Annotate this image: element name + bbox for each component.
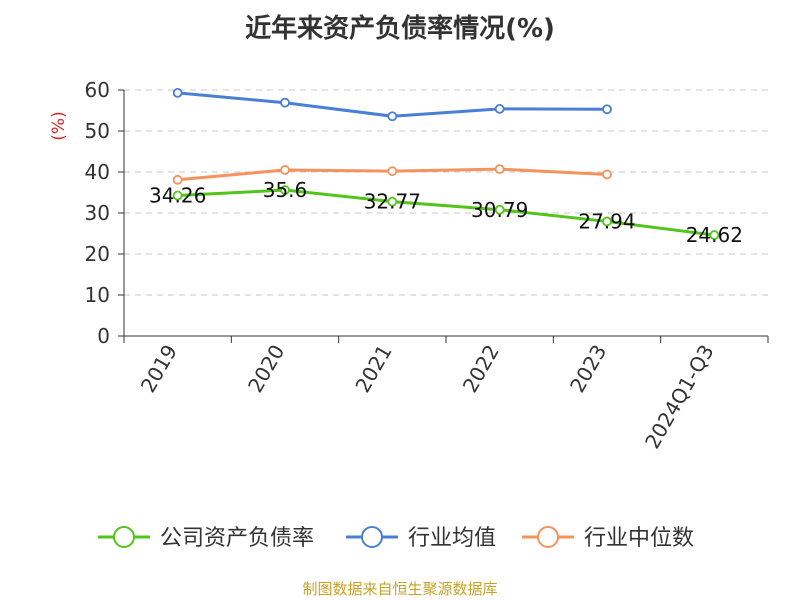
y-tick-label: 0 (97, 324, 110, 348)
series-line (177, 188, 715, 237)
x-tick-label: 2020 (243, 341, 289, 397)
y-tick-label: 20 (85, 242, 110, 266)
data-label: 35.6 (263, 178, 308, 202)
data-point (280, 97, 290, 108)
legend-label: 公司资产负债率 (160, 526, 314, 551)
data-label: 32.77 (364, 190, 421, 214)
axes: 0 10 20 30 40 50 60 2019 2020 2021 2022 2023 2024Q1-… (85, 78, 769, 453)
y-tick-label: 30 (85, 201, 110, 225)
x-tick-label: 2022 (458, 340, 504, 396)
legend: 公司资产负债率 行业均值 行业中位数 (98, 526, 694, 551)
x-tick-label: 2024Q1-Q3 (640, 341, 719, 453)
data-label: 27.94 (578, 209, 635, 233)
x-tick-label: 2023 (565, 341, 611, 397)
data-label: 24.62 (686, 223, 743, 247)
data-point (172, 190, 183, 201)
data-point (602, 104, 612, 115)
data-point (387, 166, 398, 177)
data-point (494, 204, 505, 215)
legend-label: 行业均值 (408, 526, 496, 551)
source-note: 制图数据来自恒生聚源数据库 (302, 580, 498, 598)
data-label: 34.26 (149, 184, 206, 208)
legend-label: 行业中位数 (584, 526, 694, 551)
data-labels: 34.26 35.6 32.77 30.79 27.94 24.62 (149, 178, 743, 247)
data-point (280, 165, 290, 175)
y-tick-label: 50 (85, 119, 110, 143)
x-tick-label: 2021 (350, 341, 396, 397)
data-point (602, 169, 612, 180)
data-point (387, 111, 398, 122)
legend-marker (537, 526, 559, 548)
x-tick-label: 2019 (136, 341, 182, 397)
legend-marker (113, 526, 135, 548)
y-tick-label: 40 (85, 160, 110, 184)
data-point (709, 230, 720, 240)
legend-marker (361, 526, 383, 548)
data-point (602, 216, 612, 227)
data-point (387, 196, 398, 207)
data-point (172, 174, 183, 185)
grid-lines (124, 89, 768, 296)
series (172, 87, 720, 240)
data-label: 30.79 (471, 198, 528, 222)
data-point (172, 87, 183, 98)
y-tick-label: 60 (85, 78, 110, 102)
y-axis-label: (%) (49, 111, 69, 140)
chart-title: 近年来资产负债率情况(%) (245, 14, 555, 44)
data-point (280, 185, 290, 195)
data-point (494, 164, 505, 175)
y-tick-label: 10 (85, 283, 110, 307)
data-point (494, 103, 505, 114)
